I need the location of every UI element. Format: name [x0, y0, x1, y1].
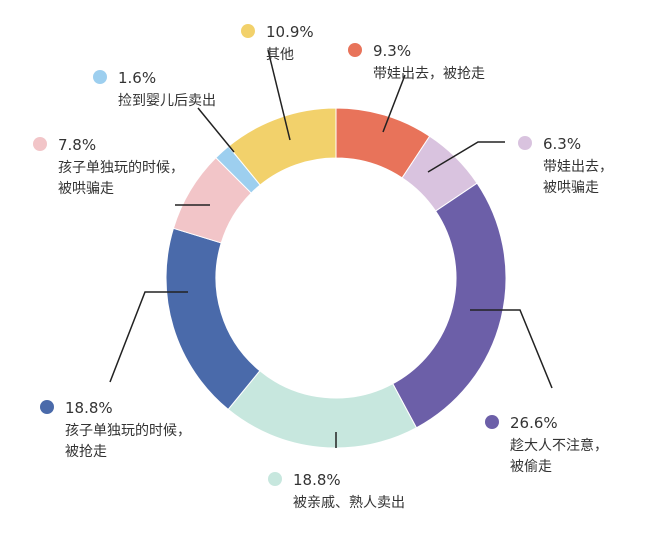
category-label-2-line-2: 被哄骗走	[543, 180, 599, 196]
donut-segment-8	[227, 107, 337, 186]
donut-segment-4	[227, 370, 418, 449]
category-label-3-line-1: 趁大人不注意，	[510, 437, 608, 454]
category-label-4-line-1: 被亲戚、熟人卖出	[293, 495, 405, 511]
leader-line-2	[427, 141, 505, 173]
percent-label-4: 18.8%	[293, 471, 341, 489]
percent-label-2: 6.3%	[543, 135, 581, 153]
legend-dot-5	[40, 400, 54, 414]
percent-label-5: 18.8%	[65, 399, 113, 417]
category-label-2-line-1: 带娃出去，	[543, 159, 613, 175]
category-label-3-line-2: 被偷走	[510, 459, 552, 475]
percent-label-7: 1.6%	[118, 69, 156, 87]
category-label-5-line-1: 孩子单独玩的时候，	[65, 423, 191, 439]
category-label-8-line-1: 其他	[266, 47, 294, 63]
donut-segments	[165, 107, 507, 449]
percent-label-6: 7.8%	[58, 136, 96, 154]
legend-dot-3	[485, 415, 499, 429]
donut-segment-5	[165, 227, 261, 411]
legend-dot-8	[241, 24, 255, 38]
category-label-5-line-2: 被抢走	[65, 443, 107, 460]
legend-dot-7	[93, 70, 107, 84]
legend-dot-2	[518, 136, 532, 150]
percent-label-1: 9.3%	[373, 42, 411, 60]
percent-label-8: 10.9%	[266, 23, 314, 41]
legend-dot-1	[348, 43, 362, 57]
leader-line-5	[109, 291, 188, 383]
leader-lines	[109, 49, 553, 448]
donut-segment-3	[392, 182, 507, 429]
category-label-6-line-1: 孩子单独玩的时候，	[58, 160, 184, 176]
leader-line-1	[382, 74, 406, 133]
legend-dot-6	[33, 137, 47, 151]
leader-line-7	[197, 107, 235, 153]
leader-line-3	[470, 309, 553, 389]
category-label-1-line-1: 带娃出去，被抢走	[373, 65, 485, 82]
percent-label-3: 26.6%	[510, 414, 558, 432]
segment-labels: 9.3% 带娃出去，被抢走 6.3% 带娃出去， 被哄骗走 26.6% 趁大人不注意， 被偷走…	[33, 23, 613, 511]
category-label-6-line-2: 被哄骗走	[58, 181, 114, 197]
legend-dot-4	[268, 472, 282, 486]
category-label-7-line-1: 捡到婴儿后卖出	[118, 92, 216, 109]
leader-line-8	[267, 49, 291, 141]
